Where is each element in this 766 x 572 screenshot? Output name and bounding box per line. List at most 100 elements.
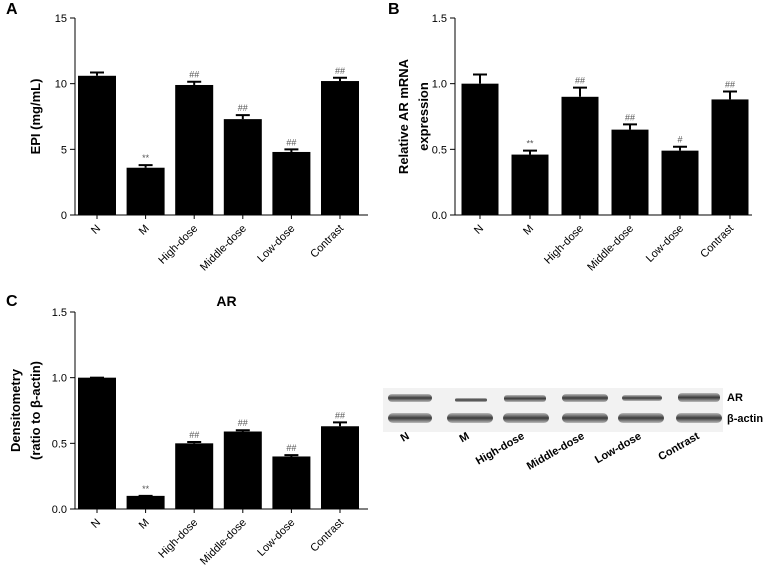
- error-bar: [187, 441, 202, 444]
- annotation: #: [677, 135, 682, 145]
- bar: [321, 81, 359, 215]
- error-bar: [473, 73, 487, 84]
- error-bar: [573, 86, 587, 97]
- error-bar: [235, 114, 250, 120]
- y-tick-label: 0.0: [52, 504, 67, 516]
- y-tick-label: 5: [61, 144, 67, 156]
- error-bar: [623, 123, 637, 130]
- band: [388, 394, 432, 402]
- y-tick-label: 0.5: [52, 438, 67, 450]
- y-axis-label: EPI (mg/mL): [28, 79, 43, 155]
- error-bar: [284, 454, 299, 457]
- bar: [223, 431, 262, 509]
- y-tick-label: 0.5: [432, 144, 447, 156]
- lane-label: Low-dose: [593, 430, 643, 466]
- y-tick-label: 1.5: [52, 307, 67, 319]
- bar: [78, 75, 116, 215]
- bar: [223, 119, 262, 215]
- x-tick-label: High-dose: [542, 223, 586, 267]
- band: [503, 413, 549, 423]
- band: [504, 395, 546, 402]
- error-bar: [284, 148, 299, 152]
- error-bar: [90, 71, 104, 76]
- bar: [611, 129, 649, 215]
- error-bar: [723, 90, 737, 100]
- x-tick-label: Contrast: [698, 223, 736, 261]
- annotation: ##: [286, 443, 296, 453]
- y-tick-label: 15: [55, 13, 67, 25]
- annotation: ##: [189, 430, 199, 440]
- x-tick-label: N: [89, 223, 103, 237]
- x-tick-label: Low-dose: [255, 223, 297, 265]
- chart-title: AR: [216, 293, 236, 309]
- y-axis-label: Densitometry: [8, 368, 23, 452]
- error-bar: [235, 429, 250, 432]
- band: [388, 413, 432, 423]
- bar: [78, 377, 116, 509]
- band: [618, 413, 664, 423]
- bar: [711, 99, 749, 215]
- band: [562, 394, 608, 402]
- y-axis-label: (ratio to β-actin): [28, 361, 43, 460]
- x-tick-label: Contrast: [308, 517, 346, 555]
- band: [455, 398, 487, 402]
- x-tick-label: Middle-dose: [198, 223, 249, 274]
- lane-label: N: [399, 430, 412, 444]
- annotation: **: [142, 153, 150, 163]
- error-bar: [333, 76, 347, 82]
- bar: [661, 150, 699, 215]
- x-tick-label: Contrast: [308, 223, 346, 261]
- blot-background: [383, 388, 723, 432]
- annotation: ##: [575, 76, 585, 86]
- annotation: ##: [725, 80, 735, 90]
- error-bar: [333, 421, 347, 427]
- panel-label: B: [388, 1, 400, 18]
- error-bar: [673, 145, 687, 151]
- bar: [461, 83, 499, 216]
- panel-label: A: [6, 1, 18, 18]
- y-axis-label: expression: [416, 82, 431, 151]
- lane-label: M: [458, 430, 472, 445]
- annotation: **: [142, 484, 150, 494]
- band: [676, 413, 722, 423]
- bar: [272, 456, 311, 509]
- annotation: ##: [625, 112, 635, 122]
- error-bar: [523, 149, 537, 155]
- blot: AR β-actin: [383, 388, 763, 432]
- x-tick-label: Middle-dose: [585, 223, 636, 274]
- band-label: AR: [727, 392, 743, 404]
- y-tick-label: 1.0: [52, 373, 67, 385]
- bar: [321, 426, 359, 509]
- annotation: ##: [238, 418, 248, 428]
- annotation: ##: [335, 410, 345, 420]
- annotation: ##: [286, 137, 296, 147]
- y-tick-label: 10: [55, 79, 67, 91]
- x-tick-label: Low-dose: [255, 517, 297, 559]
- band: [678, 393, 720, 402]
- bar: [175, 443, 214, 509]
- lane-label: High-dose: [474, 430, 527, 467]
- x-tick-label: M: [137, 517, 152, 532]
- bar: [511, 154, 549, 215]
- band: [622, 395, 662, 401]
- x-tick-label: High-dose: [156, 223, 200, 267]
- y-tick-label: 0: [61, 210, 67, 222]
- y-axis-label: Relative AR mRNA: [396, 58, 411, 174]
- x-tick-label: High-dose: [156, 517, 200, 561]
- bar: [175, 84, 214, 215]
- y-tick-label: 1.0: [432, 79, 447, 91]
- x-tick-label: M: [521, 223, 536, 238]
- panel-label: C: [6, 293, 18, 310]
- x-tick-label: N: [472, 223, 486, 237]
- y-tick-label: 1.5: [432, 13, 447, 25]
- band-label: β-actin: [727, 413, 763, 425]
- error-bar: [187, 80, 202, 85]
- band: [447, 413, 493, 423]
- x-tick-label: Middle-dose: [198, 517, 249, 568]
- lane-label: Middle-dose: [525, 430, 587, 472]
- annotation: **: [526, 139, 534, 149]
- lane-label: Contrast: [656, 430, 701, 463]
- band: [562, 413, 608, 423]
- x-tick-label: N: [89, 517, 103, 531]
